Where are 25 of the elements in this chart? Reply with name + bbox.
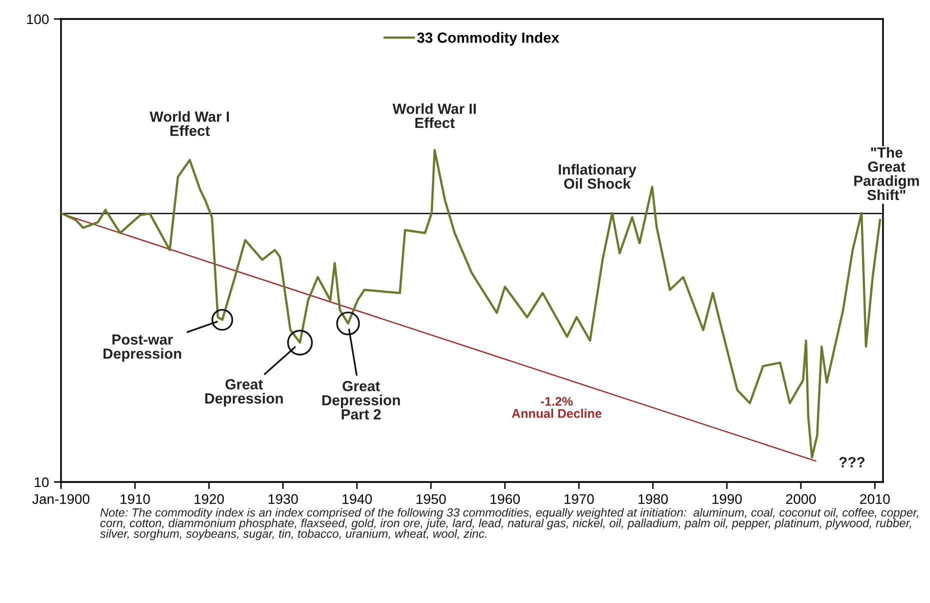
x-tick-label: Jan-1900 <box>32 494 90 504</box>
text: Note: The commodity index is an index comprised of the following 33 commodities, equally weighted at initiation: aluminum, coal, coconut oil, coffee, copper, corn, cotton, diammonium phosphate, flaxseed, gold, iron ore, jute, lard, lead, natural gas, nickel, oil, palladium, palm oil, pepper, platinum, plywood, rubber, silver, sorghum, soybeans, sugar, tin, tobacco, uranium, wheat, wool, zinc. <box>100 508 918 540</box>
annotation: -1.2% Annual Decline <box>512 396 602 418</box>
y-tick-label: 100 <box>27 14 49 24</box>
x-tick-label: 1940 <box>342 494 372 504</box>
x-tick-label: 1960 <box>490 494 520 504</box>
x-tick-label: 1920 <box>194 494 224 504</box>
y-tick-label: 10 <box>34 477 49 488</box>
annotation: "The Great Paradigm Shift" <box>854 147 919 200</box>
x-tick-label: 1990 <box>712 494 742 504</box>
legend-label: 33 Commodity Index <box>417 32 560 46</box>
x-tick-label: 1930 <box>268 494 298 504</box>
x-tick-label: 1980 <box>638 494 668 504</box>
x-tick-label: 1950 <box>416 494 446 504</box>
annotation: World War II Effect <box>392 103 476 128</box>
annotation: Post-war Depression <box>104 334 182 362</box>
annotation: ??? <box>839 457 864 468</box>
annotation: Inflationary Oil Shock <box>558 164 636 189</box>
annotation: World War I Effect <box>150 111 229 136</box>
x-tick-label: 2010 <box>860 494 890 504</box>
x-tick-label: 2000 <box>786 494 816 504</box>
x-tick-label: 1970 <box>564 494 594 504</box>
x-tick-label: 1910 <box>120 494 150 504</box>
annotation: Great Depression <box>205 379 283 406</box>
annotation: Great Depression Part 2 <box>322 380 400 420</box>
